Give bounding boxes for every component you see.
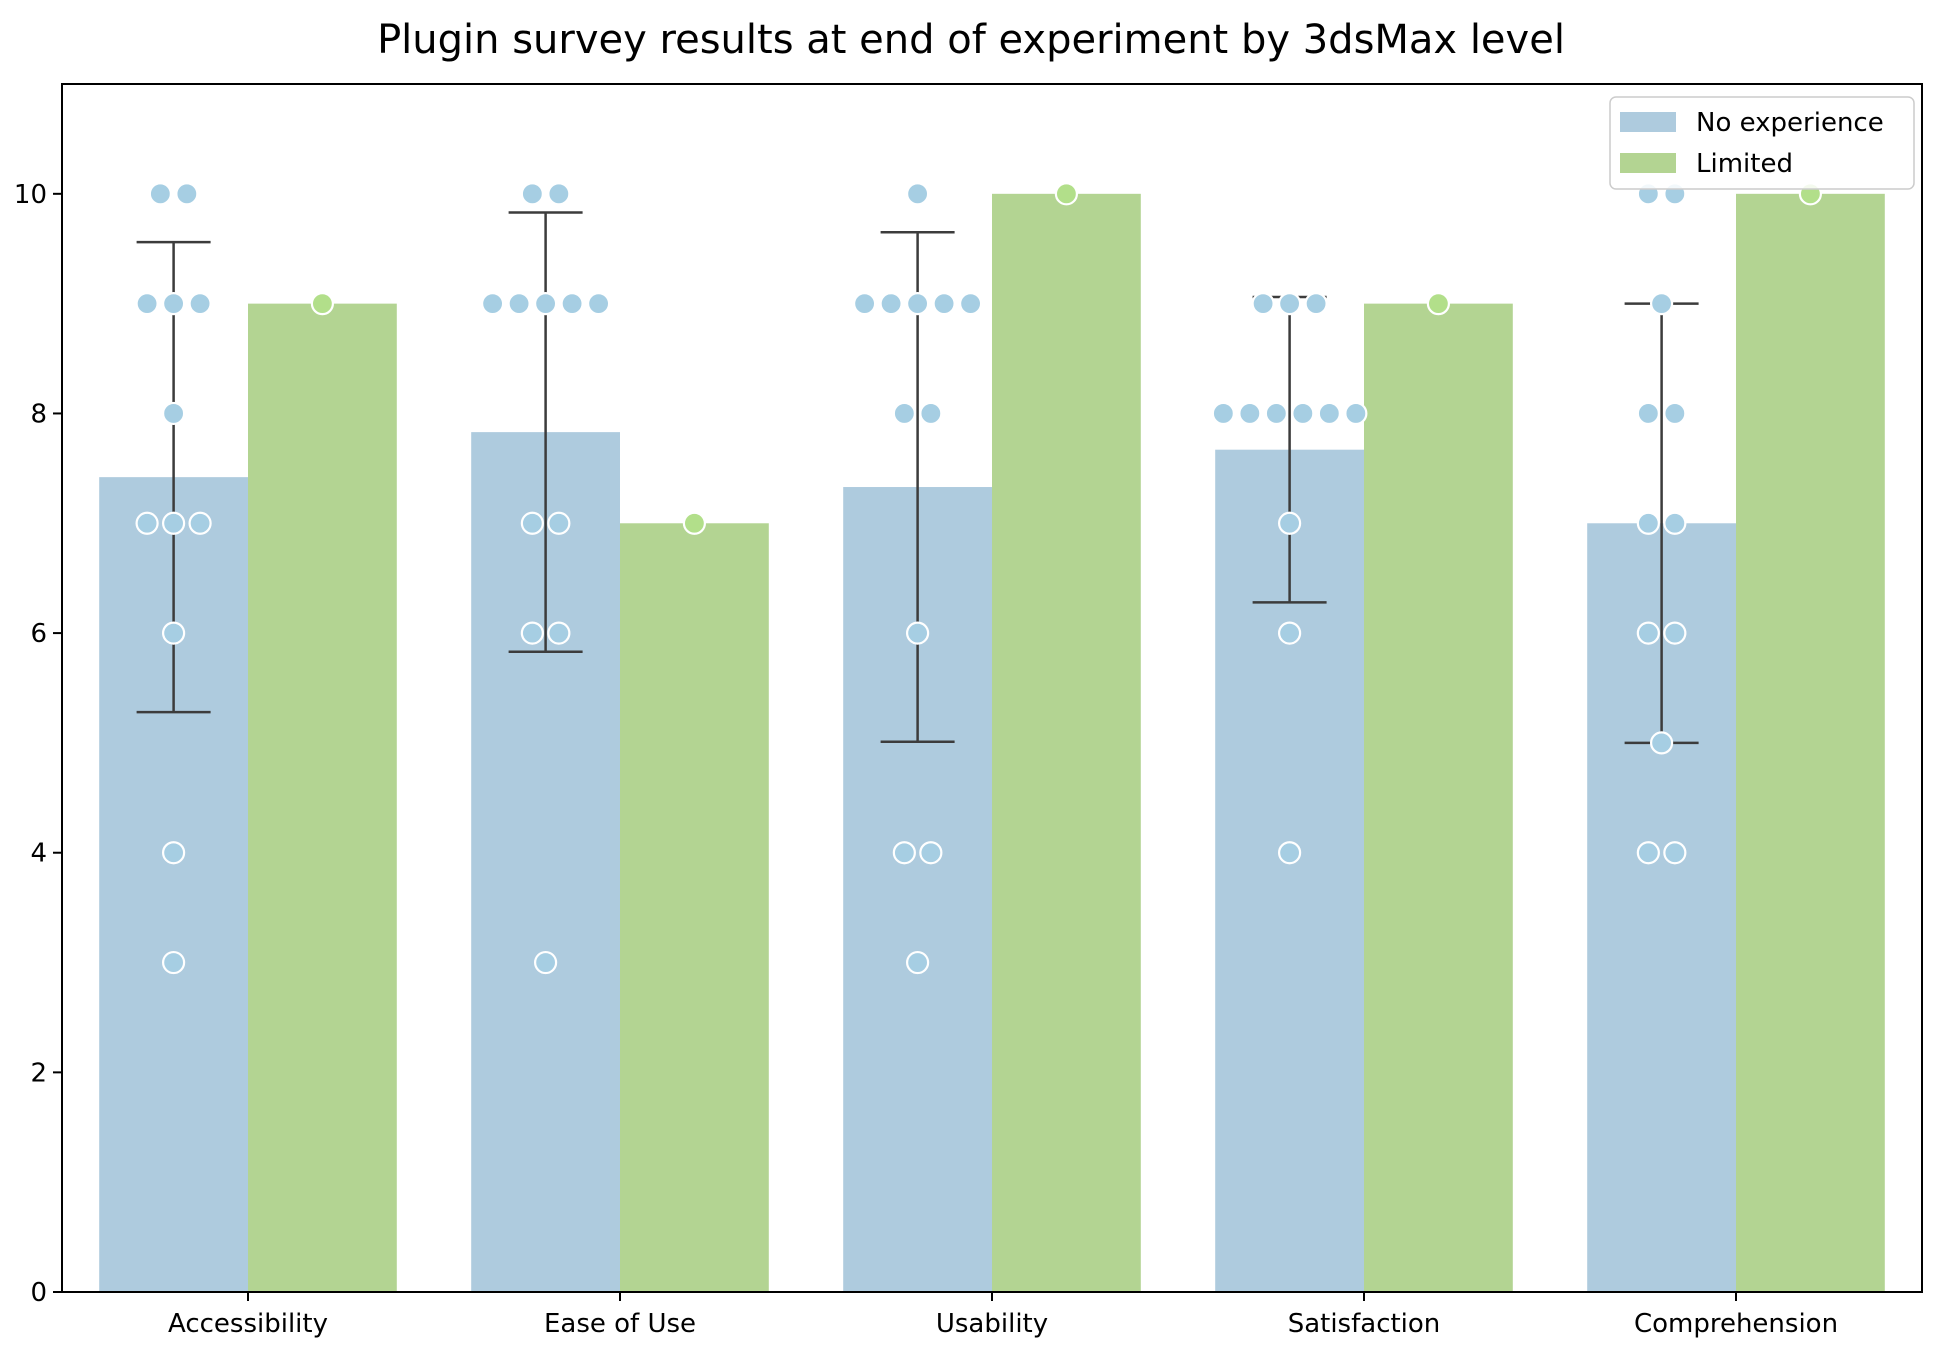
point-limited-usability (1054, 182, 1079, 206)
error-bar-ease-of-use (508, 211, 583, 654)
point-no-experience-comprehension (1649, 292, 1674, 316)
point-no-experience-satisfaction (1277, 511, 1302, 535)
point-no-experience-usability (852, 292, 877, 316)
point-no-experience-satisfaction (1317, 401, 1341, 426)
point-no-experience-accessibility (162, 950, 186, 975)
point-no-experience-usability (919, 841, 943, 865)
y-tick-label: 10 (14, 180, 47, 210)
point-no-experience-satisfaction (1277, 621, 1302, 645)
point-limited-ease-of-use (682, 511, 707, 535)
point-no-experience-usability (932, 292, 956, 316)
point-no-experience-accessibility (135, 292, 159, 316)
point-no-experience-comprehension (1636, 621, 1660, 645)
point-no-experience-accessibility (135, 511, 159, 535)
point-no-experience-satisfaction (1277, 841, 1302, 865)
point-no-experience-satisfaction (1344, 401, 1368, 426)
point-limited-accessibility (310, 292, 334, 316)
y-tick-label: 8 (30, 399, 47, 429)
point-no-experience-usability (905, 182, 930, 206)
point-no-experience-ease-of-use (533, 292, 558, 316)
point-no-experience-usability (879, 292, 903, 316)
legend-label-limited: Limited (1696, 149, 1793, 179)
point-no-experience-usability (892, 401, 916, 426)
point-no-experience-satisfaction (1291, 401, 1315, 426)
legend-swatch-limited (1620, 153, 1676, 173)
point-no-experience-comprehension (1663, 841, 1687, 865)
point-no-experience-accessibility (162, 511, 186, 535)
point-no-experience-satisfaction (1304, 292, 1328, 316)
point-no-experience-accessibility (148, 182, 172, 206)
point-no-experience-usability (905, 292, 930, 316)
point-no-experience-comprehension (1649, 731, 1674, 755)
point-no-experience-ease-of-use (520, 621, 544, 645)
point-no-experience-usability (905, 950, 930, 975)
legend-swatch-no-experience (1620, 112, 1676, 132)
point-no-experience-comprehension (1636, 841, 1660, 865)
point-no-experience-ease-of-use (547, 621, 571, 645)
point-no-experience-ease-of-use (533, 950, 558, 975)
point-no-experience-ease-of-use (547, 511, 571, 535)
x-tick-label-usability: Usability (936, 1309, 1048, 1339)
point-no-experience-ease-of-use (520, 511, 544, 535)
legend-frame (1609, 96, 1915, 190)
point-no-experience-satisfaction (1264, 401, 1288, 426)
legend: No experience Limited (1609, 96, 1915, 190)
point-no-experience-usability (958, 292, 983, 316)
point-no-experience-comprehension (1636, 401, 1660, 426)
point-no-experience-satisfaction (1251, 292, 1275, 316)
point-no-experience-accessibility (175, 182, 199, 206)
point-no-experience-ease-of-use (547, 182, 571, 206)
error-bars-layer (136, 211, 1699, 745)
point-no-experience-accessibility (188, 292, 212, 316)
point-no-experience-accessibility (188, 511, 212, 535)
y-tick-label: 2 (30, 1058, 47, 1088)
point-limited-satisfaction (1426, 292, 1451, 316)
point-no-experience-accessibility (162, 401, 186, 426)
points-layer (135, 182, 1823, 975)
point-no-experience-comprehension (1636, 511, 1660, 535)
point-no-experience-comprehension (1663, 621, 1687, 645)
x-tick-label-comprehension: Comprehension (1634, 1309, 1838, 1339)
x-tick-label-ease-of-use: Ease of Use (544, 1309, 696, 1339)
bar-limited-satisfaction (1364, 303, 1513, 1292)
x-tick-label-accessibility: Accessibility (168, 1309, 328, 1339)
point-no-experience-satisfaction (1238, 401, 1262, 426)
point-no-experience-ease-of-use (560, 292, 584, 316)
point-no-experience-ease-of-use (507, 292, 531, 316)
point-no-experience-accessibility (162, 621, 186, 645)
point-no-experience-usability (905, 621, 930, 645)
y-tick-label: 0 (30, 1278, 47, 1308)
point-no-experience-ease-of-use (586, 292, 611, 316)
point-no-experience-ease-of-use (520, 182, 544, 206)
x-tick-label-satisfaction: Satisfaction (1288, 1309, 1441, 1339)
point-no-experience-usability (892, 841, 916, 865)
legend-label-no-experience: No experience (1696, 108, 1884, 138)
bar-limited-ease-of-use (620, 523, 769, 1292)
bar-limited-comprehension (1736, 193, 1885, 1293)
point-no-experience-usability (919, 401, 943, 426)
point-no-experience-accessibility (162, 292, 186, 316)
y-tick-label: 4 (30, 839, 47, 869)
point-no-experience-comprehension (1663, 511, 1687, 535)
y-tick-label: 6 (30, 619, 47, 649)
bar-limited-accessibility (248, 303, 397, 1292)
error-bar-usability (880, 231, 955, 744)
bar-limited-usability (992, 193, 1141, 1293)
point-no-experience-ease-of-use (481, 292, 505, 316)
bars-layer (99, 193, 1885, 1293)
chart-title: Plugin survey results at end of experime… (377, 17, 1565, 63)
point-no-experience-satisfaction (1277, 292, 1302, 316)
axes-layer: 0 2 4 6 8 10 Accessibility Ease of Use Usability… (14, 83, 1923, 1339)
point-no-experience-accessibility (162, 841, 186, 865)
point-no-experience-satisfaction (1211, 401, 1235, 426)
point-no-experience-comprehension (1663, 401, 1687, 426)
